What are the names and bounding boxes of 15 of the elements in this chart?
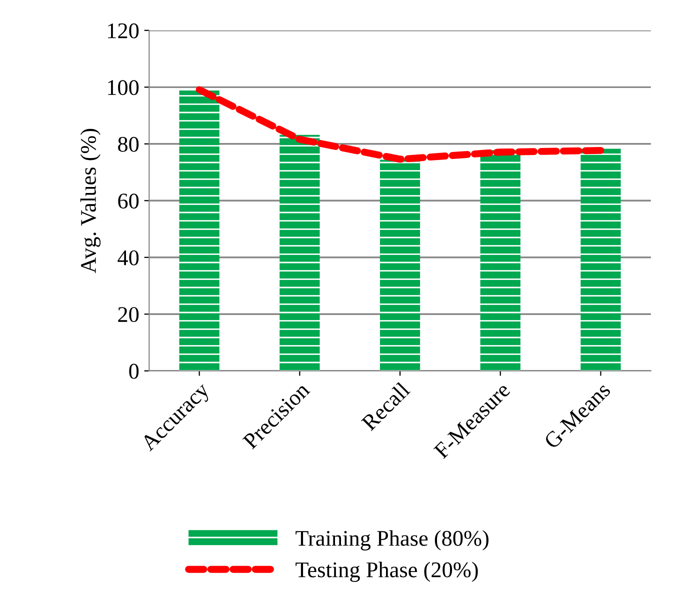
y-tick-label: 40 (118, 250, 139, 266)
y-axis-title: Avg. Values (%) (80, 128, 101, 274)
bar (179, 90, 220, 371)
y-tick-label: 120 (108, 23, 139, 38)
y-tick-label: 80 (118, 136, 139, 152)
legend-label: Testing Phase (20%) (296, 562, 478, 582)
y-tick-label: 60 (118, 194, 139, 209)
bar (280, 134, 320, 371)
bar (480, 150, 520, 371)
bar (580, 148, 621, 371)
y-tick-label: 100 (108, 80, 139, 96)
legend-label: Training Phase (80%) (296, 530, 488, 550)
y-tick-label: 0 (129, 364, 139, 379)
y-tick-label: 20 (118, 307, 139, 322)
bar (380, 160, 420, 371)
